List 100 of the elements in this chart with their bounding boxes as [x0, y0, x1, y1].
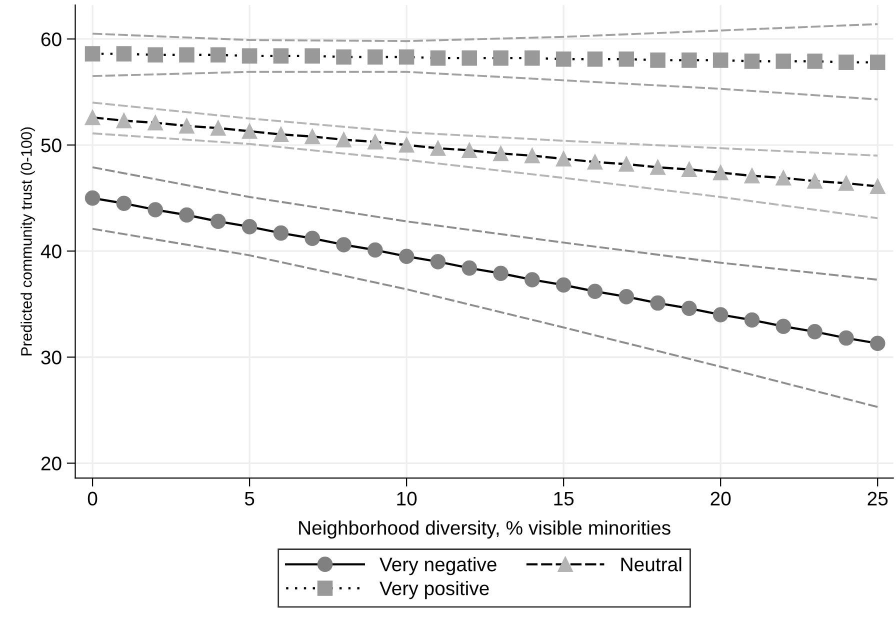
point	[870, 178, 886, 194]
point	[618, 51, 634, 67]
point	[650, 52, 666, 68]
x-tick-label: 10	[397, 492, 417, 506]
x-tick-label: 5	[244, 492, 254, 506]
point	[807, 324, 822, 340]
point	[838, 330, 854, 346]
point	[179, 207, 194, 223]
point	[210, 47, 226, 63]
point	[807, 54, 822, 69]
point	[84, 46, 100, 62]
point	[524, 50, 540, 66]
point	[273, 126, 289, 142]
point	[116, 196, 132, 211]
point	[712, 307, 728, 322]
point	[368, 49, 383, 65]
point	[744, 54, 760, 69]
point	[838, 54, 854, 70]
point	[682, 52, 697, 68]
point	[682, 300, 697, 316]
point	[368, 134, 383, 150]
point	[556, 51, 572, 67]
point	[776, 318, 792, 334]
point	[148, 115, 163, 130]
point	[556, 277, 572, 293]
point	[242, 124, 258, 139]
point	[430, 254, 446, 270]
point	[682, 162, 697, 178]
point	[587, 284, 603, 300]
legend-label: Very positive	[380, 580, 489, 600]
point	[744, 312, 760, 328]
line-series	[92, 228, 879, 408]
line-series	[92, 102, 879, 157]
line-series	[92, 23, 879, 42]
point	[430, 50, 446, 66]
point	[336, 49, 352, 65]
point	[524, 272, 540, 288]
x-tick-label: 20	[710, 492, 731, 506]
point	[712, 164, 728, 180]
point	[618, 289, 634, 304]
point	[587, 154, 603, 170]
point	[838, 176, 854, 191]
point	[462, 260, 478, 276]
point	[148, 47, 163, 63]
x-tick-label: 0	[88, 492, 98, 506]
point	[744, 168, 760, 184]
point	[493, 50, 508, 66]
y-axis-title: Predicted community trust (0-100)	[20, 127, 35, 356]
point	[462, 142, 478, 158]
y-tick-label: 50	[41, 138, 62, 152]
point	[368, 242, 383, 258]
line-series	[92, 132, 879, 220]
legend-label: Very negative	[380, 557, 496, 576]
point	[304, 128, 320, 144]
point	[618, 156, 634, 172]
point	[807, 173, 822, 189]
y-tick-label: 20	[41, 456, 62, 470]
point	[84, 110, 100, 126]
point	[84, 190, 100, 206]
point	[273, 48, 289, 64]
y-tick-label: 30	[41, 350, 62, 364]
point	[304, 48, 320, 64]
line-series	[92, 166, 879, 281]
point	[870, 54, 886, 70]
point	[524, 148, 540, 164]
point	[587, 51, 603, 67]
point	[179, 47, 194, 63]
point	[462, 50, 478, 66]
point	[712, 52, 728, 68]
x-axis-title: Neighborhood diversity, % visible minorities	[299, 520, 670, 539]
point	[273, 225, 289, 241]
point	[776, 170, 792, 186]
point	[210, 214, 226, 230]
point	[493, 146, 508, 162]
point	[336, 237, 352, 252]
y-tick-label: 40	[40, 244, 62, 258]
point	[210, 120, 226, 136]
x-tick-label: 15	[554, 492, 574, 506]
point	[336, 132, 352, 148]
y-tick-label: 60	[41, 32, 62, 46]
point	[398, 137, 414, 153]
point	[650, 295, 666, 311]
point	[179, 118, 194, 134]
point	[650, 160, 666, 175]
point	[398, 49, 414, 65]
x-tick-label: 25	[868, 492, 888, 506]
line-series	[92, 70, 879, 100]
point	[116, 112, 132, 128]
point	[148, 202, 163, 218]
legend-label: Neutral	[621, 557, 682, 572]
point	[242, 219, 258, 234]
point	[430, 140, 446, 156]
point	[776, 54, 792, 69]
point	[304, 230, 320, 246]
point	[398, 248, 414, 264]
point	[493, 266, 508, 281]
point	[116, 46, 132, 62]
point	[870, 336, 886, 351]
point	[242, 48, 258, 64]
point	[556, 151, 572, 166]
